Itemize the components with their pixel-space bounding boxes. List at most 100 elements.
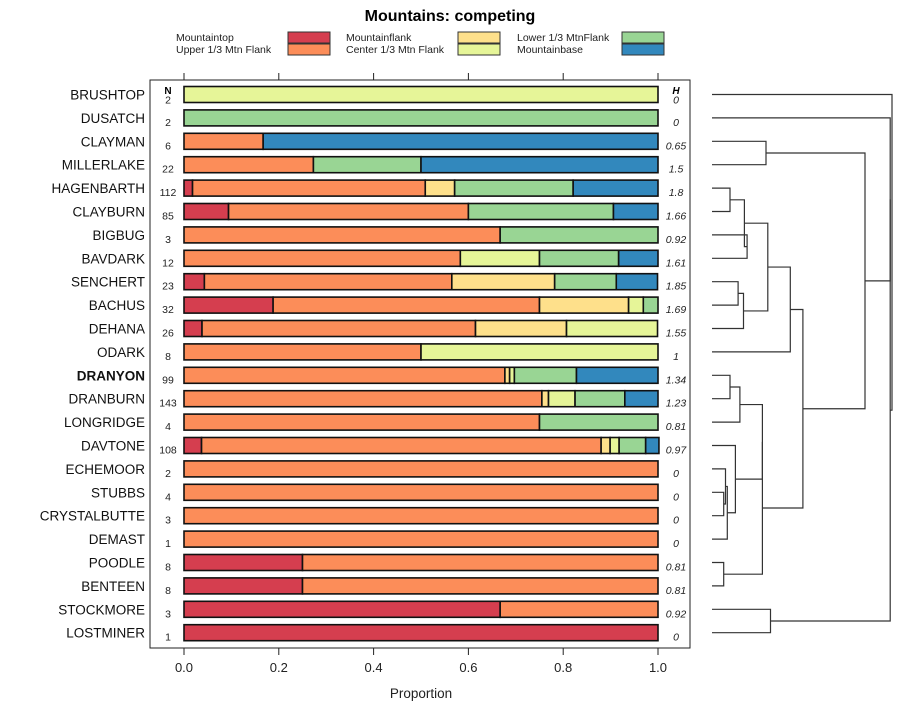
bar-segment-top xyxy=(183,623,659,642)
bar-segment-flank xyxy=(600,436,611,455)
h-column-header: H xyxy=(672,86,680,97)
bar-segment-flank xyxy=(474,319,568,338)
n-value: 4 xyxy=(165,421,171,433)
bar-segment-lower xyxy=(312,155,422,174)
row-label: BRUSHTOP xyxy=(70,88,145,103)
h-value: 0 xyxy=(673,632,679,644)
bar-segment-upper xyxy=(272,296,541,314)
bar-segment-flank xyxy=(538,296,630,314)
bar-segment-upper xyxy=(201,319,477,338)
dendrogram-branch xyxy=(712,561,725,587)
x-tick-label: 0.2 xyxy=(270,660,288,675)
n-column-header: N xyxy=(164,86,171,97)
dendrogram-branch xyxy=(723,441,763,575)
bar-segment-flank xyxy=(451,272,556,291)
bar-segment-upper xyxy=(183,366,506,385)
row-label: CLAYBURN xyxy=(72,205,145,220)
legend-label-base: Mountainbase xyxy=(517,44,583,56)
n-value: 8 xyxy=(165,585,171,597)
h-value: 0.81 xyxy=(666,421,686,433)
bar-row: DUSATCH 2 0 xyxy=(81,109,679,129)
row-label: STOCKMORE xyxy=(58,602,145,617)
n-value: 2 xyxy=(165,95,171,107)
bar-segment-base xyxy=(262,132,659,151)
x-axis: 0.0 0.2 0.4 0.6 0.8 1.0 xyxy=(175,73,667,675)
legend-swatch-flank xyxy=(457,31,501,44)
bar-row: BACHUS 32 1.69 xyxy=(89,296,687,316)
n-value: 26 xyxy=(162,328,174,340)
h-value: 1.69 xyxy=(666,304,687,316)
bar-segment-upper xyxy=(183,155,315,174)
dendrogram-branch xyxy=(712,93,893,411)
bar-segment-upper xyxy=(301,577,659,595)
bar-segment-upper xyxy=(183,506,659,525)
bar-segment-top xyxy=(183,600,501,619)
n-value: 3 xyxy=(165,515,171,527)
row-label: CLAYMAN xyxy=(81,134,145,149)
n-value: 2 xyxy=(165,468,171,480)
legend-swatch-lower xyxy=(621,31,665,44)
bar-segment-lower xyxy=(553,272,618,291)
bar-row: LOSTMINER 1 0 xyxy=(66,623,679,644)
bar-row: CRYSTALBUTTE 3 0 xyxy=(40,506,679,527)
row-label: LONGRIDGE xyxy=(64,415,145,430)
bar-segment-center xyxy=(627,296,645,314)
bar-segment-center xyxy=(565,319,659,338)
n-value: 4 xyxy=(165,491,171,503)
n-value: 143 xyxy=(159,398,177,410)
bar-segment-upper xyxy=(227,202,470,221)
bar-segment-top xyxy=(183,577,304,595)
bar-segment-lower xyxy=(538,413,659,431)
row-label: STUBBS xyxy=(91,485,145,500)
row-label: BAVDARK xyxy=(81,251,145,266)
n-value: 22 xyxy=(162,164,174,176)
h-value: 1.61 xyxy=(666,257,686,269)
bar-segment-upper xyxy=(183,249,462,268)
bar-segment-lower xyxy=(453,179,574,197)
h-value: 1.8 xyxy=(669,187,684,199)
bar-row: STOCKMORE 3 0.92 xyxy=(58,600,687,620)
bar-segment-center xyxy=(547,389,576,408)
n-value: 3 xyxy=(165,234,171,246)
legend-label-lower: Lower 1/3 MtnFlank xyxy=(517,32,610,44)
plot-frame xyxy=(149,79,691,649)
bar-row: STUBBS 4 0 xyxy=(91,483,679,503)
bar-segment-top xyxy=(183,319,203,338)
row-label: ODARK xyxy=(97,345,145,360)
h-value: 0.92 xyxy=(666,608,687,620)
bar-row: BRUSHTOP 2 0 xyxy=(70,85,679,107)
dendrogram-branch xyxy=(712,491,725,517)
h-value: 1 xyxy=(673,351,679,363)
legend-swatch-upper xyxy=(287,43,331,56)
bar-segment-flank xyxy=(541,389,550,408)
n-value: 8 xyxy=(165,351,171,363)
h-value: 1.34 xyxy=(666,374,687,386)
bar-segment-top xyxy=(183,553,304,572)
x-tick-label: 0.6 xyxy=(459,660,477,675)
dendrogram-branch xyxy=(712,234,748,259)
legend-label-top: Mountaintop xyxy=(176,32,234,44)
h-value: 1.23 xyxy=(666,398,687,410)
bar-row: HAGENBARTH 112 1.8 xyxy=(51,179,684,199)
bar-segment-upper xyxy=(183,460,659,478)
dendrogram-branch xyxy=(712,608,772,634)
h-value: 0.97 xyxy=(666,445,688,457)
bar-segment-lower xyxy=(467,202,615,221)
h-value: 1.66 xyxy=(666,211,687,223)
bar-segment-upper xyxy=(499,600,659,619)
dendrogram-branch xyxy=(712,266,791,353)
dendrogram-branch xyxy=(712,374,731,400)
h-value: 0 xyxy=(673,95,679,107)
bar-segment-center xyxy=(609,436,620,455)
bar-row: POODLE 8 0.81 xyxy=(89,553,686,574)
bar-segment-center xyxy=(459,249,541,268)
bar-segment-flank xyxy=(424,179,456,197)
n-value: 3 xyxy=(165,608,171,620)
h-value: 0.81 xyxy=(666,562,686,574)
bar-segment-lower xyxy=(183,109,659,127)
row-label: MILLERLAKE xyxy=(62,158,145,173)
n-value: 6 xyxy=(165,140,171,152)
n-value: 99 xyxy=(162,374,174,386)
legend-swatch-base xyxy=(621,43,665,56)
